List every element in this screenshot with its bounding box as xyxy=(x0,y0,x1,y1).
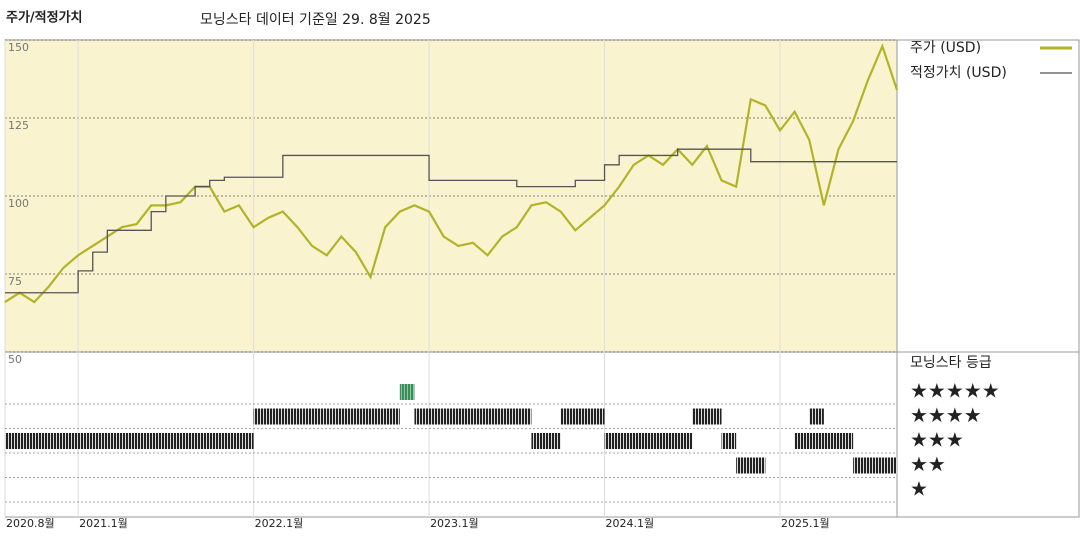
x-tick-label: 2022.1월 xyxy=(255,517,304,530)
rating-bar xyxy=(414,408,532,425)
y-tick-label: 150 xyxy=(8,41,29,54)
rating-bar xyxy=(721,433,737,449)
rating-bar xyxy=(853,457,897,474)
legend-label: 주가 (USD) xyxy=(910,40,981,56)
x-tick-label: 2024.1월 xyxy=(606,517,655,530)
rating-bar xyxy=(560,408,605,425)
x-tick-label: 2021.1월 xyxy=(79,517,128,530)
chart-title: 주가/적정가치 xyxy=(6,10,83,26)
series-line xyxy=(4,43,899,304)
subtitle: 모닝스타 데이터 기준일 29. 8월 2025 xyxy=(200,12,431,28)
rating-label: ★ xyxy=(910,477,928,501)
x-tick-label: 2020.8월 xyxy=(6,517,55,530)
rating-bar xyxy=(809,408,824,425)
series-line xyxy=(5,148,897,294)
rating-bar xyxy=(5,433,254,449)
rating-label: ★★★ xyxy=(910,428,964,452)
legend-label: 적정가치 (USD) xyxy=(910,65,1007,81)
rating-bar xyxy=(253,408,400,425)
x-tick-label: 2023.1월 xyxy=(430,517,479,530)
y-tick-label: 50 xyxy=(8,353,22,366)
rating-label: ★★★★★ xyxy=(910,379,1000,403)
rating-label: ★★ xyxy=(910,452,946,476)
y-tick-label: 100 xyxy=(8,197,29,210)
y-tick-label: 75 xyxy=(8,275,22,288)
rating-bar xyxy=(399,384,415,400)
rating-bar xyxy=(736,457,766,474)
rating-label: ★★★★ xyxy=(910,403,982,427)
rating-bar xyxy=(794,433,854,449)
rating-bar xyxy=(692,408,722,425)
y-tick-label: 125 xyxy=(8,119,29,132)
rating-bar xyxy=(604,433,693,449)
rating-bar xyxy=(531,433,561,449)
x-tick-label: 2025.1월 xyxy=(781,517,830,530)
ratings-title: 모닝스타 등급 xyxy=(910,355,992,371)
